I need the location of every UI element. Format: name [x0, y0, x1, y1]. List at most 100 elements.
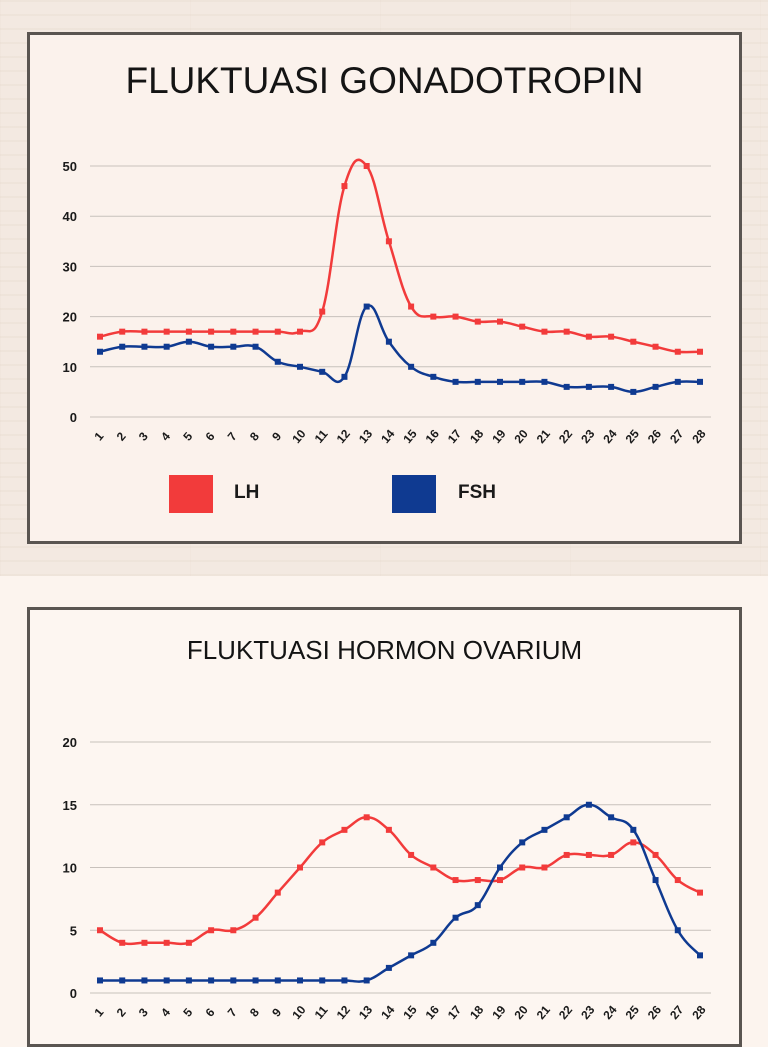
data-point [97, 348, 103, 355]
data-point [674, 877, 681, 884]
y-tick-label: 0 [70, 410, 77, 425]
data-point [97, 333, 103, 340]
x-tick-label: 17 [445, 1003, 465, 1022]
series-line-red [99, 816, 701, 946]
data-point [430, 373, 437, 380]
data-point [297, 864, 303, 871]
x-tick-label: 9 [269, 1005, 284, 1019]
data-point [697, 348, 703, 355]
data-point [163, 977, 170, 984]
x-tick-label: 28 [689, 1003, 709, 1022]
data-point [208, 328, 215, 335]
x-tick-label: 15 [400, 1003, 420, 1022]
data-point [252, 977, 259, 984]
data-point [497, 877, 503, 884]
data-point [185, 939, 192, 946]
data-point [297, 977, 303, 984]
x-tick-label: 11 [312, 1003, 331, 1022]
data-point [274, 358, 281, 365]
x-tick-label: 2 [114, 1005, 129, 1019]
data-point [674, 378, 681, 385]
data-point [408, 851, 415, 858]
gonadotropin-chart-panel: FLUKTUASI GONADOTROPIN [27, 32, 742, 544]
data-point [97, 927, 103, 934]
data-point [119, 977, 126, 984]
data-point [341, 183, 348, 190]
x-tick-label: 3 [136, 1005, 151, 1019]
x-tick-label: 23 [578, 1003, 598, 1022]
y-tick-label: 20 [63, 735, 77, 750]
data-point [119, 343, 126, 350]
data-point [341, 826, 348, 833]
data-point [563, 851, 570, 858]
legend-label-lh: LH [234, 482, 260, 503]
chart-title: FLUKTUASI GONADOTROPIN [125, 60, 644, 101]
data-point [141, 343, 148, 350]
data-point [185, 328, 192, 335]
data-point [119, 328, 126, 335]
data-point [297, 363, 303, 370]
data-point [474, 902, 481, 909]
data-point [674, 348, 681, 355]
x-tick-label: 13 [356, 1003, 376, 1022]
y-tick-label: 30 [63, 259, 77, 274]
data-point [341, 373, 348, 380]
y-tick-label: 15 [63, 798, 77, 813]
series-line-blue [100, 803, 701, 983]
x-tick-label: 22 [556, 1003, 576, 1022]
data-point [208, 343, 215, 350]
data-point [474, 877, 481, 884]
data-point [319, 977, 326, 984]
data-point [297, 328, 303, 335]
data-point [652, 343, 659, 350]
data-point [630, 338, 637, 345]
data-point [608, 383, 615, 390]
data-point [430, 939, 437, 946]
data-point [541, 826, 548, 833]
legend-swatch-lh [169, 475, 213, 513]
data-point [630, 826, 637, 833]
x-tick-label: 1 [91, 1005, 106, 1019]
data-point [141, 939, 148, 946]
data-point [274, 889, 281, 896]
data-point [497, 864, 503, 871]
data-point [252, 914, 259, 921]
data-point [608, 814, 615, 821]
data-point [541, 864, 548, 871]
data-point [697, 952, 703, 959]
x-tick-label: 7 [225, 1005, 240, 1019]
data-point [385, 964, 392, 971]
data-point [519, 323, 526, 330]
data-point [252, 328, 259, 335]
data-point [385, 826, 392, 833]
y-tick-label: 0 [70, 986, 77, 1001]
data-point [319, 368, 326, 375]
y-tick-label: 40 [63, 209, 77, 224]
x-tick-label: 20 [512, 1003, 532, 1022]
data-point [630, 388, 637, 395]
data-point [341, 977, 348, 984]
data-point [541, 378, 548, 385]
data-point [630, 839, 637, 846]
data-point [319, 839, 326, 846]
x-tick-label: 18 [467, 1003, 487, 1022]
x-tick-label: 26 [645, 1003, 665, 1022]
data-point [585, 383, 592, 390]
data-point [163, 328, 170, 335]
x-tick-label: 21 [534, 1003, 554, 1022]
data-point [319, 308, 326, 315]
data-point [452, 313, 459, 320]
data-point [697, 889, 703, 896]
data-point [674, 927, 681, 934]
data-point [97, 977, 103, 984]
data-point [363, 163, 370, 169]
x-tick-label: 16 [423, 1003, 443, 1022]
data-point [363, 814, 370, 821]
data-point [230, 927, 237, 934]
data-point [141, 977, 148, 984]
x-tick-label: 24 [600, 1003, 620, 1022]
data-point [652, 383, 659, 390]
y-tick-label: 20 [63, 310, 77, 325]
